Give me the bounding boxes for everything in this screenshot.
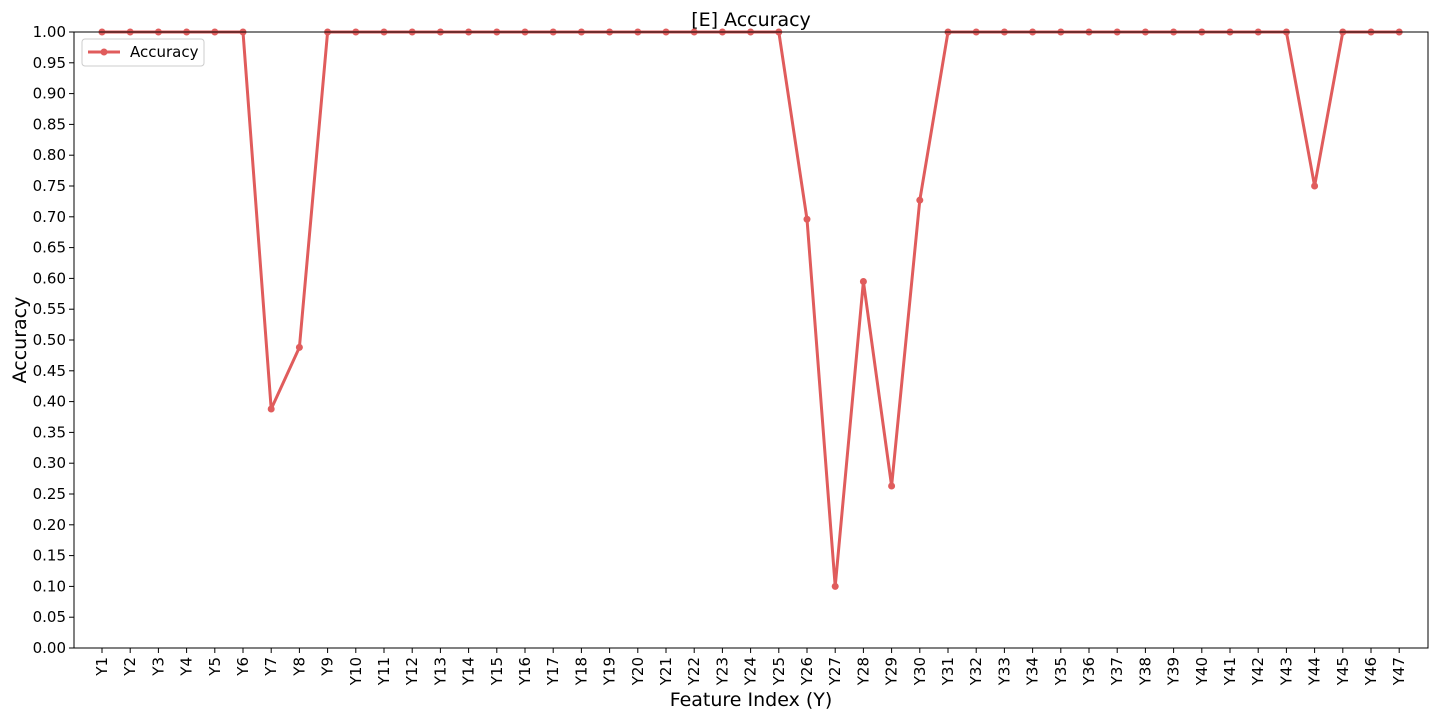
- x-tick-label: Y6: [234, 657, 252, 677]
- x-tick-label: Y32: [967, 657, 985, 686]
- x-tick-label: Y25: [770, 657, 788, 686]
- data-point: [859, 277, 867, 285]
- x-tick-label: Y20: [629, 657, 647, 686]
- x-tick-label: Y45: [1334, 657, 1352, 686]
- x-tick-label: Y19: [601, 657, 619, 686]
- y-tick-label: 0.65: [33, 239, 66, 257]
- x-tick-label: Y36: [1080, 657, 1098, 686]
- legend-marker-swatch: [100, 48, 108, 56]
- legend: Accuracy: [81, 38, 205, 67]
- y-tick-label: 0.15: [33, 547, 66, 565]
- x-tick-label: Y35: [1052, 657, 1070, 686]
- legend-box: [81, 38, 205, 67]
- x-tick-label: Y12: [403, 657, 421, 686]
- x-tick-label: Y17: [544, 657, 562, 686]
- x-tick-label: Y42: [1249, 657, 1267, 686]
- y-axis-ticks: 0.00 0.05 0.10 0.15 0.20 0.25 0.30 0.35 0.40 0.45…: [33, 23, 74, 657]
- x-tick-label: Y1: [93, 657, 111, 677]
- x-tick-label: Y46: [1362, 657, 1380, 686]
- y-tick-label: 0.50: [33, 331, 66, 349]
- x-tick-label: Y29: [883, 657, 901, 686]
- x-tick-label: Y33: [995, 657, 1013, 686]
- x-tick-label: Y21: [657, 657, 675, 686]
- y-tick-label: 0.05: [33, 608, 66, 626]
- x-tick-label: Y13: [431, 657, 449, 686]
- x-tick-label: Y18: [572, 657, 590, 686]
- y-tick-label: 0.85: [33, 115, 66, 133]
- series-line-accuracy: [102, 30, 1400, 588]
- y-tick-label: 0.75: [33, 177, 66, 195]
- y-tick-label: 0.55: [33, 300, 66, 318]
- x-tick-label: Y27: [826, 657, 844, 686]
- data-point: [267, 405, 275, 413]
- data-point: [916, 196, 924, 204]
- x-tick-label: Y47: [1390, 657, 1408, 686]
- x-tick-label: Y11: [375, 657, 393, 686]
- x-axis-ticks: Y1 Y2 Y3 Y4 Y5 Y6 Y7 Y8 Y9 Y10 Y11 Y12 Y13 Y14 Y15 Y16 Y…: [93, 648, 1408, 686]
- x-tick-label: Y39: [1165, 657, 1183, 686]
- x-tick-label: Y5: [206, 657, 224, 677]
- x-tick-label: Y3: [149, 657, 167, 677]
- y-tick-label: 0.60: [33, 269, 66, 287]
- data-point: [803, 215, 811, 223]
- x-tick-label: Y22: [685, 657, 703, 686]
- x-tick-label: Y43: [1277, 657, 1295, 686]
- x-tick-label: Y41: [1221, 657, 1239, 686]
- y-tick-label: 0.25: [33, 485, 66, 503]
- chart-title: [E] Accuracy: [691, 9, 811, 31]
- data-point: [888, 482, 896, 490]
- y-tick-label: 0.20: [33, 516, 66, 534]
- x-tick-label: Y16: [516, 657, 534, 686]
- y-tick-label: 0.45: [33, 362, 66, 380]
- data-point: [1311, 182, 1319, 190]
- y-tick-label: 0.35: [33, 423, 66, 441]
- plot-series: [98, 28, 1403, 590]
- x-tick-label: Y7: [262, 657, 280, 677]
- x-axis-label: Feature Index (Y): [670, 689, 833, 711]
- y-tick-label: 0.90: [33, 85, 66, 103]
- data-point: [831, 582, 839, 590]
- x-tick-label: Y2: [121, 657, 139, 677]
- x-tick-label: Y23: [713, 657, 731, 686]
- plot-frame: [73, 31, 1429, 649]
- x-tick-label: Y10: [347, 657, 365, 686]
- x-tick-label: Y31: [939, 657, 957, 686]
- y-tick-label: 0.30: [33, 454, 66, 472]
- data-point: [295, 343, 303, 351]
- y-tick-label: 0.70: [33, 208, 66, 226]
- y-tick-label: 1.00: [33, 23, 66, 41]
- x-tick-label: Y4: [178, 657, 196, 677]
- y-tick-label: 0.00: [33, 639, 66, 657]
- x-tick-label: Y26: [798, 657, 816, 686]
- x-tick-label: Y37: [1108, 657, 1126, 686]
- x-tick-label: Y44: [1306, 657, 1324, 686]
- y-axis-label: Accuracy: [9, 297, 31, 384]
- y-tick-label: 0.40: [33, 393, 66, 411]
- x-tick-label: Y30: [911, 657, 929, 686]
- y-tick-label: 0.80: [33, 146, 66, 164]
- x-tick-label: Y14: [460, 657, 478, 686]
- y-tick-label: 0.10: [33, 577, 66, 595]
- x-tick-label: Y40: [1193, 657, 1211, 686]
- legend-label: Accuracy: [130, 43, 199, 61]
- x-tick-label: Y8: [290, 657, 308, 677]
- y-tick-label: 0.95: [33, 54, 66, 72]
- x-tick-label: Y24: [742, 657, 760, 686]
- x-tick-label: Y9: [319, 657, 337, 677]
- x-tick-label: Y34: [1024, 657, 1042, 686]
- x-tick-label: Y38: [1136, 657, 1154, 686]
- x-tick-label: Y15: [488, 657, 506, 686]
- x-tick-label: Y28: [854, 657, 872, 686]
